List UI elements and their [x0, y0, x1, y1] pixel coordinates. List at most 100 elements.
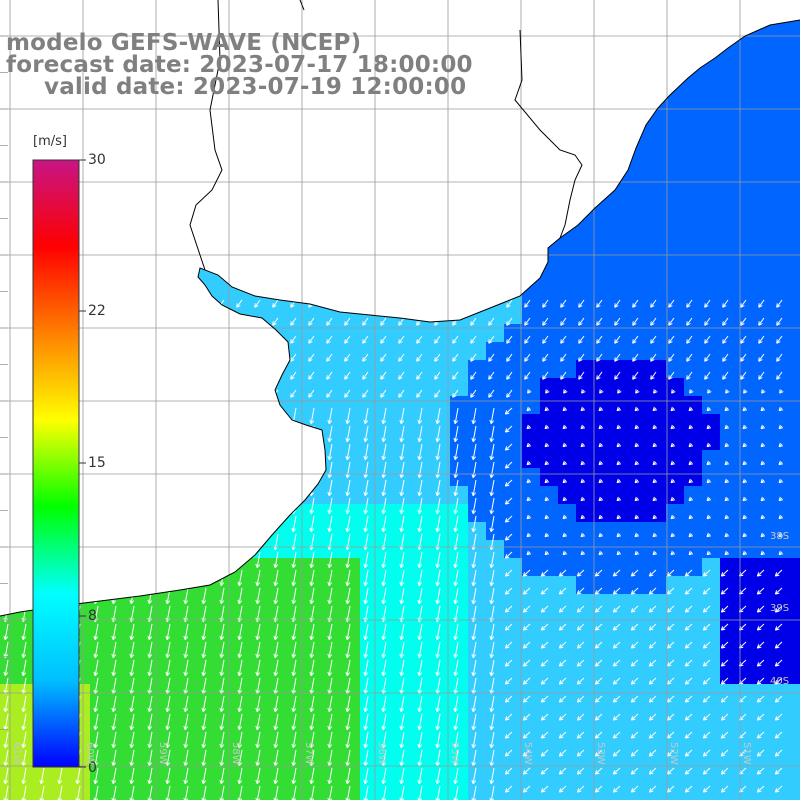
- wind-vector-head: [202, 438, 203, 442]
- wind-vector-head: [256, 546, 257, 550]
- wind-vector-head: [4, 564, 5, 568]
- wind-vector-head: [148, 510, 149, 514]
- wind-vector-head: [255, 393, 256, 397]
- wind-vector-head: [3, 375, 4, 379]
- wind-vector-head: [129, 375, 130, 379]
- wind-vector-head: [113, 493, 116, 496]
- wind-vector: [23, 516, 26, 532]
- wind-vector-head: [131, 457, 134, 460]
- wind-vector: [219, 318, 224, 325]
- wind-vector-head: [238, 474, 239, 478]
- wind-vector-head: [274, 438, 275, 442]
- wind-vector-head: [4, 474, 5, 478]
- wind-vector-head: [21, 321, 22, 325]
- wind-vector: [237, 318, 242, 325]
- wind-vector-head: [94, 546, 95, 550]
- wind-vector-head: [275, 511, 278, 514]
- wind-vector: [221, 462, 224, 478]
- wind-vector-head: [129, 306, 133, 308]
- wind-vector: [147, 336, 152, 343]
- wind-vector: [221, 426, 224, 442]
- wind-vector-head: [23, 421, 26, 424]
- wind-vector-head: [219, 303, 220, 307]
- wind-vector-head: [129, 342, 133, 344]
- wind-vector: [257, 462, 260, 478]
- wind-vector-head: [238, 492, 239, 496]
- wind-vector-head: [5, 457, 8, 460]
- wind-vector-head: [148, 582, 149, 586]
- wind-vector-head: [111, 396, 115, 398]
- wind-vector-head: [149, 493, 152, 496]
- wind-vector: [111, 300, 116, 307]
- wind-vector-head: [257, 475, 260, 478]
- wind-vector-head: [22, 582, 23, 586]
- wind-vector: [239, 444, 242, 460]
- wind-vector-head: [148, 492, 149, 496]
- wind-vector-head: [255, 339, 256, 343]
- lon-label-56w: 56W: [376, 742, 387, 765]
- wind-vector-head: [219, 393, 220, 397]
- lon-label-53w: 53W: [595, 742, 606, 765]
- wind-vector-head: [93, 324, 97, 326]
- wind-vector-head: [417, 306, 421, 308]
- wind-vector-head: [165, 393, 166, 397]
- wind-vector-head: [165, 396, 169, 398]
- wind-vector: [95, 570, 98, 586]
- wind-vector-head: [21, 396, 25, 398]
- wind-vector-head: [184, 492, 185, 496]
- wind-vector-head: [239, 475, 242, 478]
- wind-vector: [5, 444, 8, 460]
- wind-vector-head: [185, 493, 188, 496]
- wind-vector-head: [129, 360, 133, 362]
- wind-vector-head: [185, 475, 188, 478]
- wind-vector: [3, 318, 8, 325]
- wind-vector-head: [95, 565, 98, 568]
- wind-vector: [111, 336, 116, 343]
- wind-vector: [237, 354, 242, 361]
- wind-vector-head: [166, 582, 167, 586]
- wind-vector: [5, 498, 8, 514]
- wind-vector: [3, 372, 8, 379]
- wind-vector-head: [166, 528, 167, 532]
- wind-vector-head: [238, 564, 239, 568]
- wind-vector-head: [23, 601, 26, 604]
- wind-vector-head: [274, 474, 275, 478]
- wind-vector: [149, 516, 152, 532]
- wind-vector-head: [94, 420, 95, 424]
- wind-vector-head: [111, 378, 115, 380]
- wind-vector-head: [220, 438, 221, 442]
- wind-vector-head: [237, 360, 241, 362]
- wind-vector-head: [185, 421, 188, 424]
- wind-vector-head: [274, 420, 275, 424]
- wind-vector-head: [95, 475, 98, 478]
- wind-vector-head: [183, 396, 187, 398]
- wind-vector-head: [95, 529, 98, 532]
- wind-vector-head: [5, 475, 8, 478]
- wind-vector-head: [471, 306, 475, 308]
- wind-vector-head: [275, 493, 278, 496]
- colorbar-label-30: 30: [88, 152, 106, 168]
- wind-vector-head: [113, 565, 116, 568]
- wind-vector: [93, 372, 98, 379]
- wind-vector: [129, 354, 134, 361]
- wind-vector-head: [257, 511, 260, 514]
- wind-vector: [113, 480, 116, 496]
- wind-vector-head: [21, 360, 25, 362]
- wind-vector: [183, 300, 188, 307]
- wind-vector-head: [256, 492, 257, 496]
- wind-vector: [111, 318, 116, 325]
- wind-vector: [219, 354, 224, 361]
- wind-vector-head: [202, 420, 203, 424]
- wind-vector: [21, 390, 26, 397]
- wind-vector-head: [21, 342, 25, 344]
- wind-vector-head: [221, 421, 224, 424]
- wind-vector-head: [93, 396, 97, 398]
- wind-vector-head: [94, 528, 95, 532]
- wind-vector-head: [93, 342, 97, 344]
- wind-vector-head: [221, 493, 224, 496]
- wind-vector-head: [147, 324, 151, 326]
- wind-vector-head: [381, 306, 385, 308]
- wind-vector-head: [255, 357, 256, 361]
- wind-vector-head: [201, 306, 205, 308]
- wind-vector: [453, 300, 458, 307]
